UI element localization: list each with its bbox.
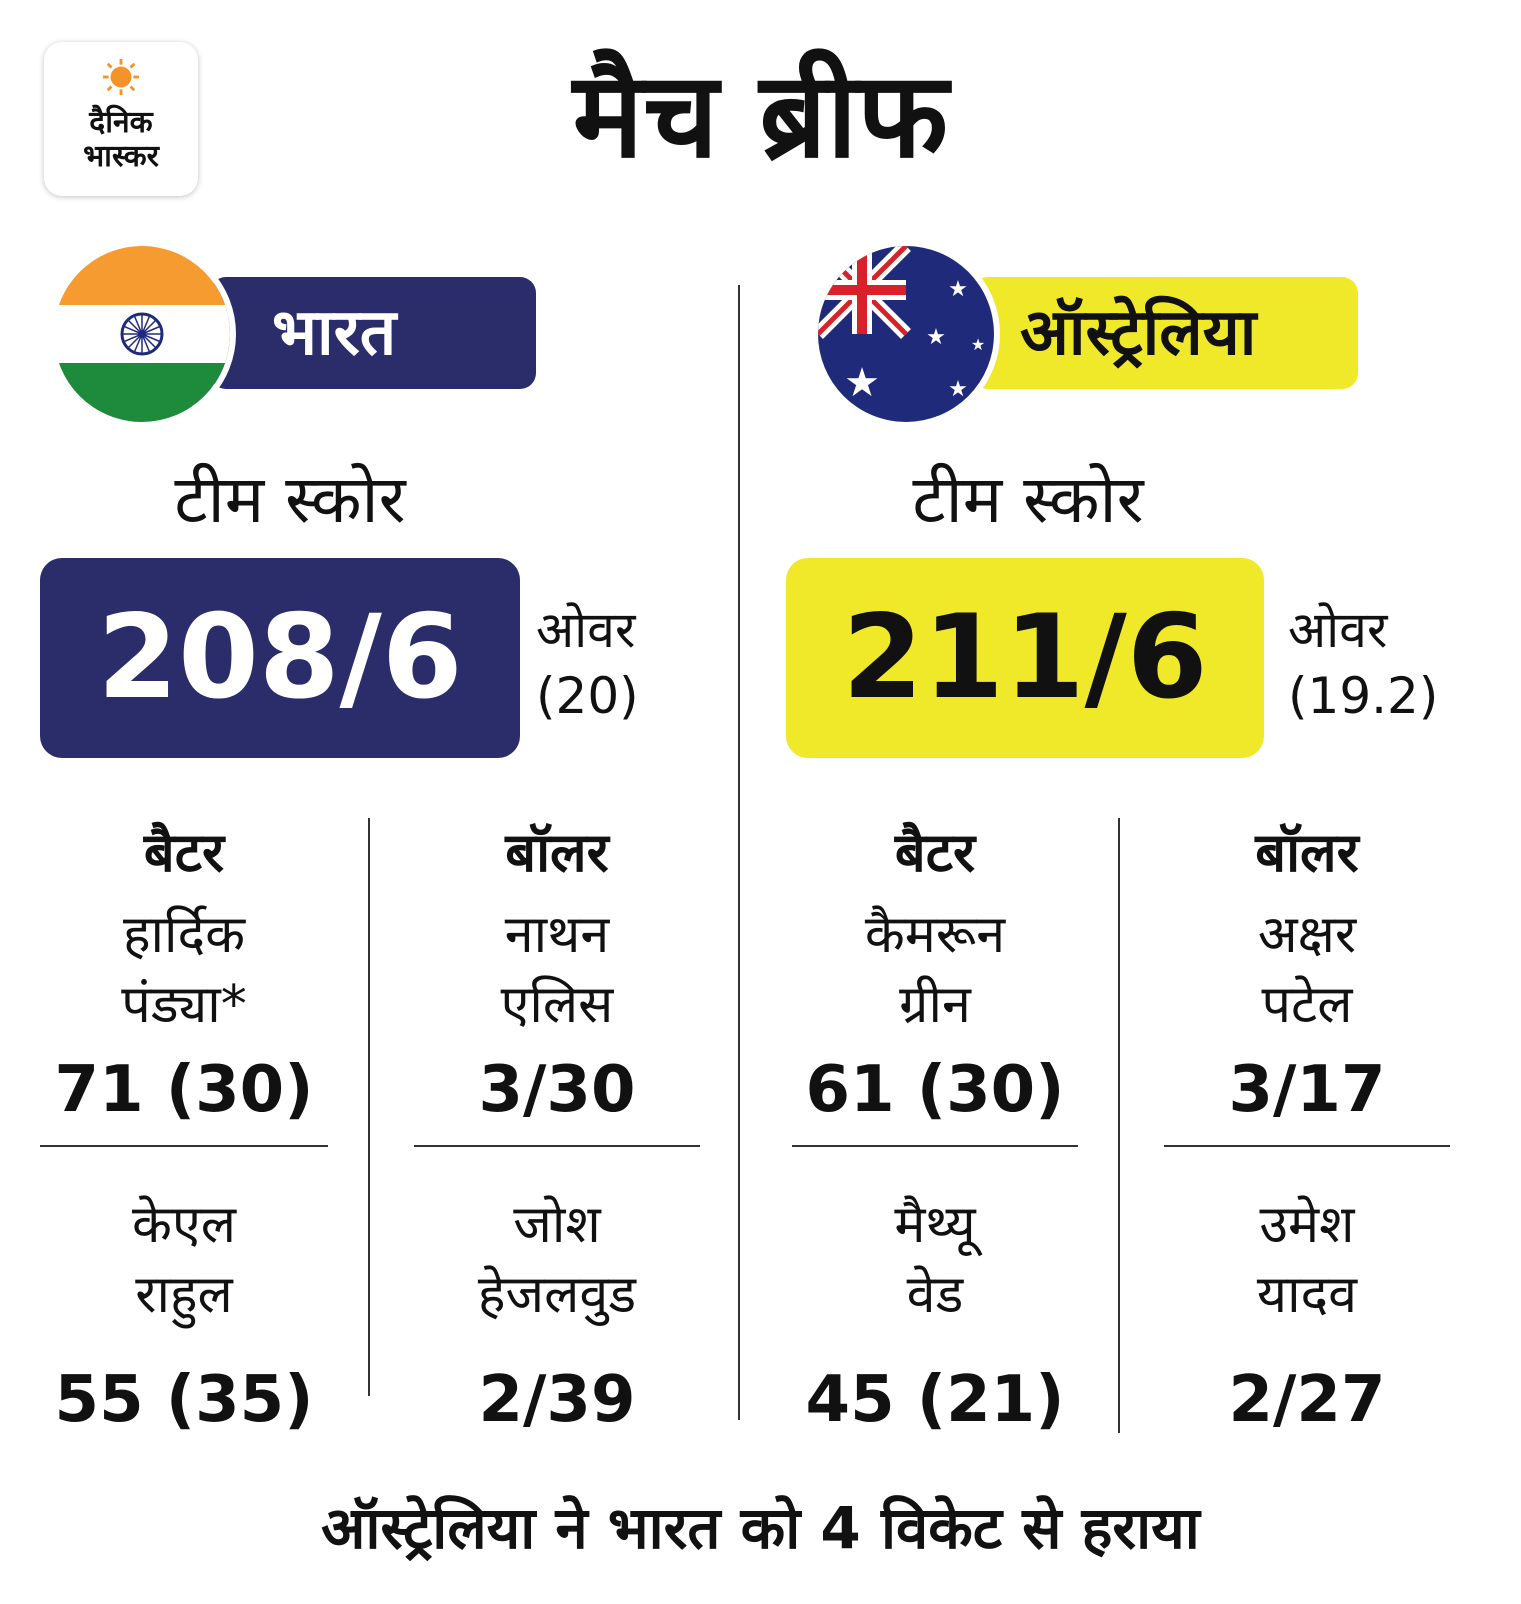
center-divider <box>738 285 740 1420</box>
australia-score: 211/6 <box>786 558 1264 758</box>
india-batter1-stat: 71 (30) <box>54 1053 314 1127</box>
australia-overs-label: ओवर <box>1288 601 1388 659</box>
australia-bowler1-name2: पटेल <box>1261 975 1353 1035</box>
svg-text:★: ★ <box>926 325 946 350</box>
brand-logo: दैनिक भास्कर <box>44 42 198 196</box>
australia-batter1-name2: ग्रीन <box>899 975 971 1035</box>
australia-batter1-name1: कैमरून <box>864 905 1006 965</box>
india-overs-label: ओवर <box>536 601 636 659</box>
india-batter1-name1: हार्दिक <box>122 905 246 965</box>
india-batter1-name2: पंड्या* <box>121 975 247 1035</box>
row-divider <box>40 1145 328 1147</box>
india-bowlers-heading: बॉलर <box>505 821 609 884</box>
svg-text:★: ★ <box>844 360 880 406</box>
india-column-divider <box>368 818 370 1396</box>
india-batter2-stat: 55 (35) <box>54 1363 314 1437</box>
australia-bowler2-stat: 2/27 <box>1228 1363 1386 1437</box>
australia-overs: (19.2) <box>1288 667 1439 725</box>
svg-text:★: ★ <box>948 277 968 302</box>
page-title: मैच ब्रीफ <box>572 46 949 184</box>
svg-text:★: ★ <box>971 335 985 354</box>
australia-batter2-name2: वेड <box>906 1265 964 1325</box>
row-divider <box>792 1145 1078 1147</box>
india-bowler2-name1: जोश <box>513 1195 601 1255</box>
india-batter2-name2: राहुल <box>135 1265 233 1325</box>
australia-bowler2-name1: उमेश <box>1259 1195 1355 1255</box>
australia-bowlers-heading: बॉलर <box>1255 821 1359 884</box>
india-bowler1-name1: नाथन <box>504 905 610 965</box>
australia-batter2-stat: 45 (21) <box>805 1363 1065 1437</box>
australia-flag-icon: ★ ★ ★ ★ ★ <box>812 240 1000 428</box>
india-overs: (20) <box>536 667 639 725</box>
australia-bowler1-stat: 3/17 <box>1228 1053 1386 1127</box>
australia-bowler2-name2: यादव <box>1256 1265 1358 1325</box>
australia-bowler1-name1: अक्षर <box>1257 905 1357 965</box>
match-result: ऑस्ट्रेलिया ने भारत को 4 विकेट से हराया <box>321 1494 1200 1562</box>
india-bowler2-name2: हेजलवुड <box>477 1265 637 1325</box>
india-bowler2-stat: 2/39 <box>478 1363 636 1437</box>
australia-column-divider <box>1118 818 1120 1433</box>
row-divider <box>1164 1145 1450 1147</box>
australia-batter1-stat: 61 (30) <box>805 1053 1065 1127</box>
india-batters-heading: बैटर <box>143 821 225 884</box>
india-flag-icon <box>48 240 236 428</box>
india-bowler1-stat: 3/30 <box>478 1053 636 1127</box>
sun-icon <box>102 58 140 96</box>
india-name-pill: भारत <box>210 277 536 389</box>
australia-name-pill: ऑस्ट्रेलिया <box>972 277 1358 389</box>
australia-score-label: टीम स्कोर <box>912 461 1144 538</box>
svg-text:★: ★ <box>948 377 968 402</box>
australia-team-name: ऑस्ट्रेलिया <box>1020 296 1257 370</box>
india-team-name: भारत <box>272 296 397 370</box>
india-batter2-name1: केएल <box>132 1195 236 1255</box>
australia-batters-heading: बैटर <box>894 821 976 884</box>
brand-line1: दैनिक <box>89 105 153 140</box>
brand-line2: भास्कर <box>83 139 159 174</box>
india-bowler1-name2: एलिस <box>500 975 614 1035</box>
row-divider <box>414 1145 700 1147</box>
india-score: 208/6 <box>40 558 520 758</box>
australia-batter2-name1: मैथ्यू <box>894 1195 976 1255</box>
india-score-label: टीम स्कोर <box>174 461 406 538</box>
